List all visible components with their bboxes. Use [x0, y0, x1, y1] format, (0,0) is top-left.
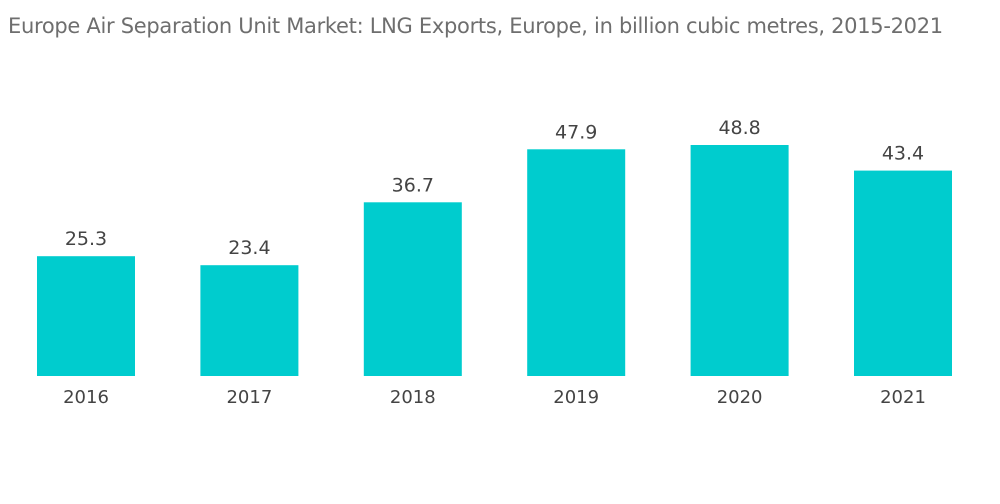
- x-tick-label-2021: 2021: [880, 387, 926, 408]
- bar-2018: [363, 202, 462, 376]
- bar-2020: [690, 145, 789, 376]
- value-label-2019: 47.9: [555, 121, 597, 143]
- bar-2019: [527, 149, 626, 376]
- bar-2016: [37, 256, 135, 376]
- value-label-2021: 43.4: [882, 143, 924, 165]
- chart-title: Europe Air Separation Unit Market: LNG E…: [8, 14, 943, 38]
- x-tick-label-2019: 2019: [553, 387, 599, 408]
- x-tick-label-2016: 2016: [63, 387, 109, 408]
- bar-2017: [200, 265, 299, 376]
- x-tick-label-2018: 2018: [390, 387, 436, 408]
- bar-2021: [854, 170, 952, 376]
- x-tick-label-2017: 2017: [226, 387, 272, 408]
- value-label-2020: 48.8: [718, 117, 760, 139]
- value-label-2016: 25.3: [65, 228, 107, 250]
- value-label-2017: 23.4: [228, 237, 270, 259]
- x-tick-label-2020: 2020: [717, 387, 763, 408]
- value-label-2018: 36.7: [392, 174, 434, 196]
